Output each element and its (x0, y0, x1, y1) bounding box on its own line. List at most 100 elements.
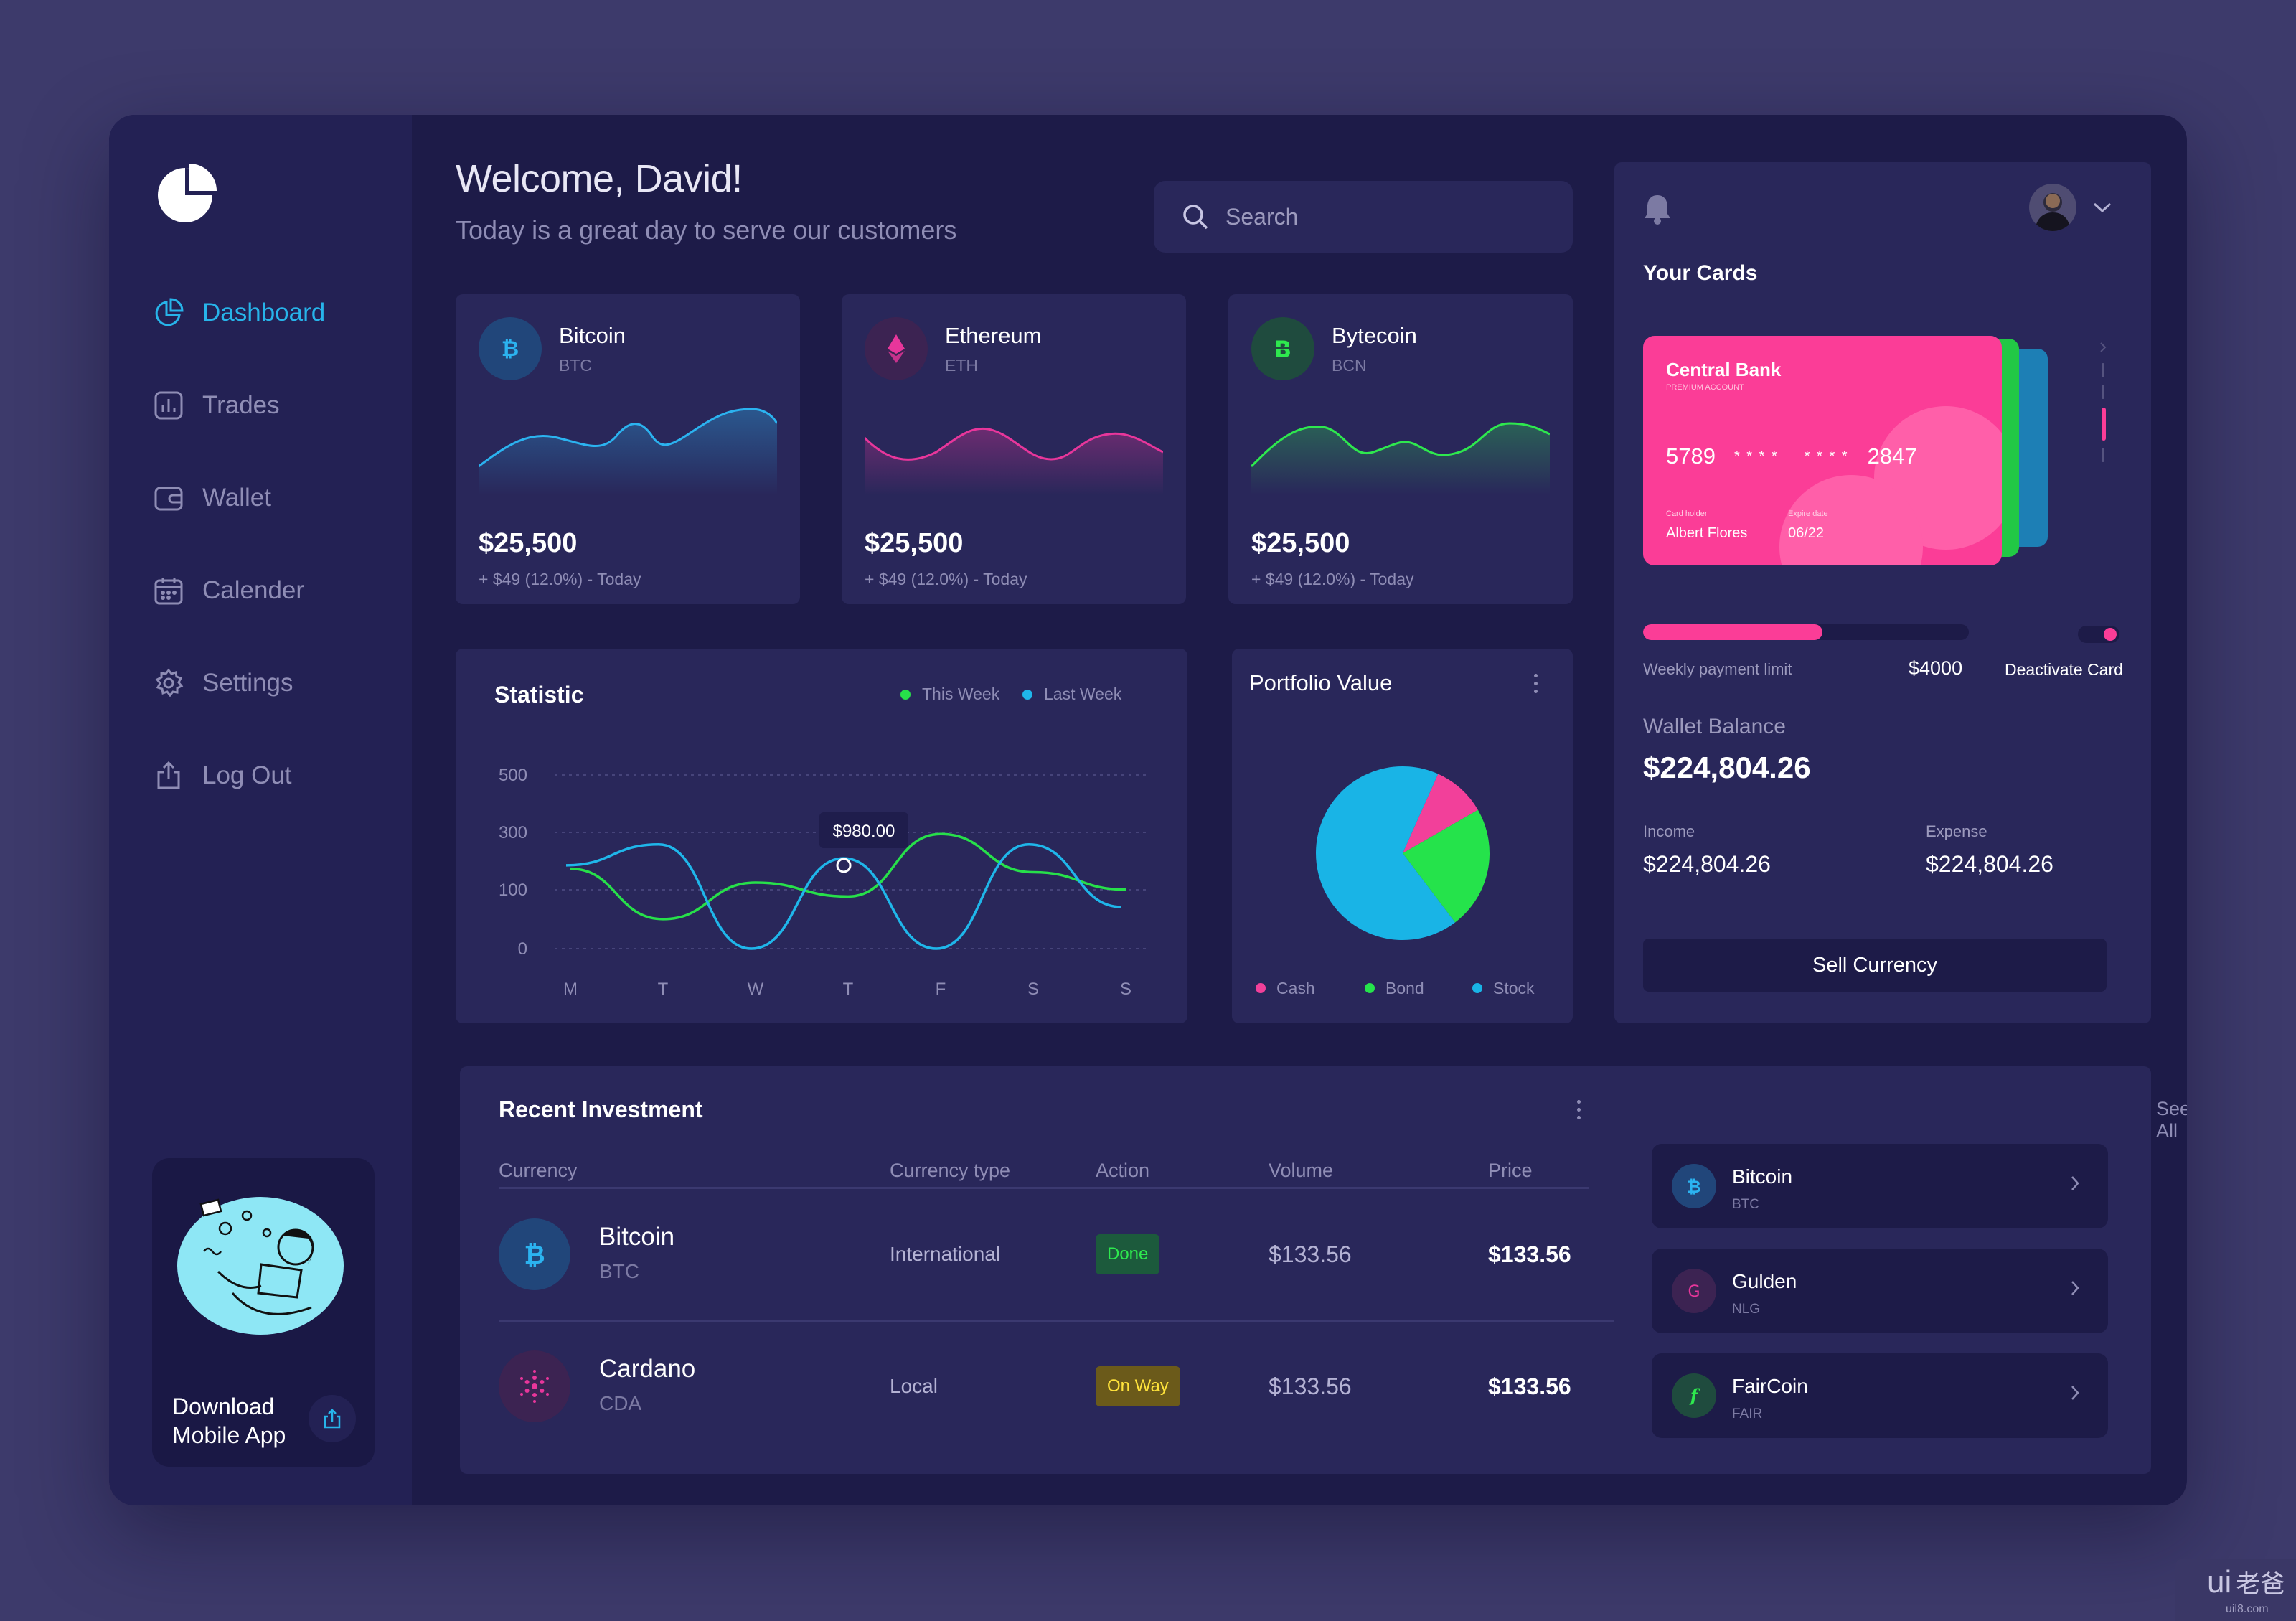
search-input[interactable] (1225, 203, 1556, 230)
see-all-link[interactable]: See All (2156, 1098, 2187, 1142)
expense-value: $224,804.26 (1926, 851, 2053, 877)
pie-slice-bond[interactable] (1403, 809, 1490, 923)
card-number-mask: * * * * (1804, 448, 1849, 464)
x-tick-label: W (748, 979, 764, 999)
row-currency-name: Cardano (599, 1355, 696, 1383)
column-header-volume[interactable]: Volume (1269, 1160, 1334, 1181)
credit-card[interactable]: Central Bank PREMIUM ACCOUNT 5789 * * * … (1643, 336, 2002, 565)
wallet-icon (152, 481, 185, 515)
recent-investment-title: Recent Investment (499, 1096, 703, 1122)
side-item-name: Bitcoin (1732, 1165, 1793, 1188)
svg-text:₿: ₿ (524, 1241, 545, 1270)
bytecoin-sparkline (1251, 422, 1550, 495)
card-holder: Albert Flores (1666, 525, 1748, 541)
side-list-item-gulden[interactable]: G Gulden NLG (1652, 1249, 2108, 1333)
app-logo-icon[interactable] (156, 162, 218, 224)
sidebar-item-logout[interactable]: Log Out (152, 754, 325, 797)
coin-value: $25,500 (1251, 528, 1350, 558)
deactivate-toggle[interactable] (2078, 626, 2119, 643)
svg-text:G: G (1688, 1283, 1700, 1301)
y-tick-label: 500 (499, 766, 527, 785)
series-line-this-week[interactable] (570, 832, 1126, 921)
sidebar-item-calender[interactable]: Calender (152, 569, 325, 612)
coin-symbol: BCN (1332, 356, 1367, 375)
status-badge-done[interactable]: Done (1096, 1234, 1160, 1274)
sidebar-item-dashboard[interactable]: Dashboard (152, 291, 325, 334)
coin-name: Bitcoin (559, 323, 626, 348)
column-header-currency[interactable]: Currency (499, 1160, 578, 1181)
income-label: Income (1643, 822, 1695, 840)
x-tick-label: M (563, 979, 578, 999)
deactivate-toggle-knob (2104, 628, 2117, 641)
legend-dot (900, 689, 911, 700)
investment-more-icon[interactable] (1568, 1095, 1589, 1124)
side-list-item-faircoin[interactable]: f FairCoin FAIR (1652, 1353, 2108, 1438)
search-icon (1183, 205, 1208, 230)
pie-legend-dot (1365, 983, 1375, 993)
sidebar-item-wallet[interactable]: Wallet (152, 476, 325, 520)
pie-slice-stock[interactable] (1315, 766, 1456, 940)
svg-text:₿: ₿ (502, 337, 519, 362)
coin-change: + $49 (12.0%) - Today (1251, 570, 1414, 588)
status-badge-on-way[interactable]: On Way (1096, 1366, 1180, 1406)
side-list-item-bitcoin[interactable]: ₿ Bitcoin BTC (1652, 1144, 2108, 1228)
bitcoin-sparkline (479, 408, 777, 495)
ethereum-icon (865, 317, 928, 380)
avatar[interactable] (2029, 184, 2076, 231)
table-header-divider (499, 1187, 1589, 1189)
sell-currency-button[interactable]: Sell Currency (1643, 939, 2107, 992)
table-row[interactable]: ₿ Bitcoin BTC International Done $133.56… (499, 1191, 1589, 1320)
side-item-symbol: BTC (1732, 1197, 1759, 1212)
wallet-balance-label: Wallet Balance (1643, 715, 1786, 738)
download-app-button[interactable] (309, 1395, 356, 1442)
watermark-brand-cn: 老爸 (2236, 1571, 2285, 1598)
row-price: $133.56 (1488, 1241, 1571, 1267)
card-number-mask: * * * * (1733, 448, 1779, 464)
coin-card-bitcoin[interactable]: ₿ Bitcoin BTC $25,500 + $49 (12.0%) - To… (456, 294, 800, 604)
sidebar-item-trades[interactable]: Trades (152, 384, 325, 427)
sidebar-item-label: Calender (202, 576, 305, 604)
table-row[interactable]: Cardano CDA Local On Way $133.56 $133.56 (499, 1323, 1589, 1452)
pie-legend-dot (1256, 983, 1266, 993)
coin-card-bytecoin[interactable]: B Bytecoin BCN $25,500 + $49 (12.0%) - T… (1228, 294, 1573, 604)
watermark: ui 老爸 uil8.com (2175, 1559, 2296, 1621)
card-pager[interactable] (2099, 342, 2107, 471)
pie-legend-label: Stock (1493, 979, 1535, 997)
legend-dot (1022, 689, 1032, 700)
download-app-line1: Download (172, 1394, 275, 1419)
row-currency-symbol: BTC (599, 1260, 639, 1282)
coin-change: + $49 (12.0%) - Today (479, 570, 641, 588)
x-tick-label: S (1027, 979, 1039, 999)
payment-limit-label: Weekly payment limit (1643, 660, 1792, 678)
coin-symbol: BTC (559, 356, 592, 375)
chevron-down-icon[interactable] (2092, 199, 2112, 215)
tooltip-box (819, 812, 908, 848)
coin-card-ethereum[interactable]: Ethereum ETH $25,500 + $49 (12.0%) - Tod… (842, 294, 1186, 604)
pie-legend-dot (1472, 983, 1482, 993)
page-subtitle: Today is a great day to serve our custom… (456, 215, 957, 245)
tooltip-marker[interactable] (836, 858, 852, 873)
bar-chart-icon (152, 389, 185, 422)
gulden-icon: G (1672, 1269, 1716, 1313)
row-currency-symbol: CDA (599, 1392, 642, 1414)
search-bar[interactable] (1154, 181, 1573, 253)
bell-icon[interactable] (1643, 192, 1672, 225)
download-app-text: Download Mobile App (172, 1392, 316, 1449)
upload-icon (324, 1409, 341, 1429)
sidebar-item-settings[interactable]: Settings (152, 662, 325, 705)
payment-limit-bar[interactable] (1643, 624, 1969, 640)
y-tick-label: 0 (518, 939, 527, 959)
portfolio-more-icon[interactable] (1525, 669, 1546, 697)
coin-name: Bytecoin (1332, 323, 1417, 348)
x-tick-label: S (1120, 979, 1131, 999)
row-volume: $133.56 (1269, 1241, 1352, 1267)
column-header-price[interactable]: Price (1488, 1160, 1533, 1181)
column-header-currency-type[interactable]: Currency type (890, 1160, 1011, 1181)
legend-label: This Week (922, 685, 1000, 703)
calendar-icon (152, 574, 185, 607)
legend-label: Last Week (1044, 685, 1122, 703)
column-header-action[interactable]: Action (1096, 1160, 1150, 1181)
pie-slice-cash[interactable] (1403, 774, 1478, 853)
coin-symbol: ETH (945, 356, 978, 375)
sidebar: Dashboard Trades Wallet Calender (109, 115, 412, 1505)
